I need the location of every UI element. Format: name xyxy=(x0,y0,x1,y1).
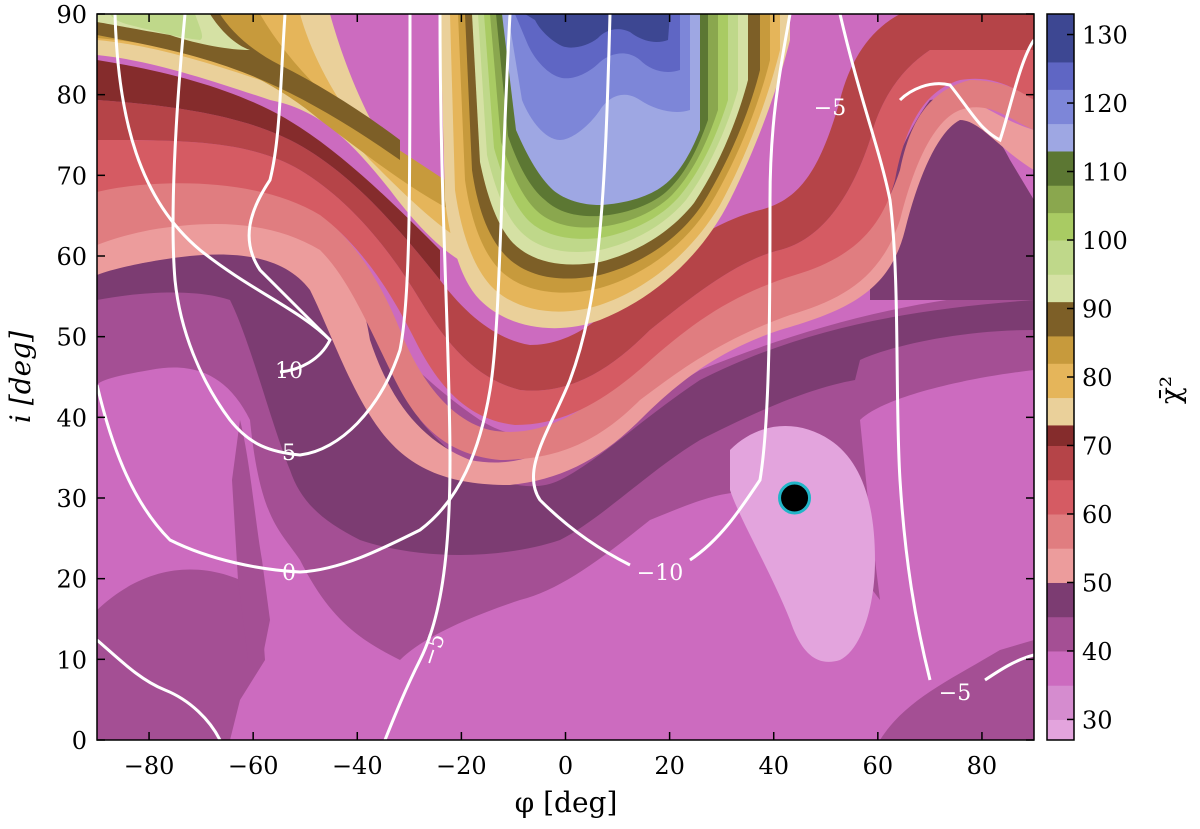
contour-line-minus5-topright xyxy=(898,39,1034,143)
region-maroon xyxy=(97,60,440,280)
colorbar-swatch-8 xyxy=(1047,445,1074,481)
region-green-ul xyxy=(110,14,203,40)
contour-line-10 xyxy=(113,14,332,374)
colorbar-tick-label-6: 90 xyxy=(1082,296,1113,324)
contour-line-minus5-right xyxy=(838,14,932,681)
colorbar-swatch-7 xyxy=(1047,479,1074,515)
region-light-pink xyxy=(97,100,1034,485)
colorbar-swatch-18 xyxy=(1047,150,1074,186)
contour-line-0 xyxy=(97,14,512,574)
x-axis: −80 −60 −40 −20 0 20 40 60 80 xyxy=(124,14,997,780)
y-tick-label-9: 90 xyxy=(56,1,87,29)
contour-lines xyxy=(97,14,1034,740)
colorbar-tick-label-10: 130 xyxy=(1082,22,1128,50)
y-tick-label-6: 60 xyxy=(56,243,87,271)
colorbar-swatch-9 xyxy=(1047,424,1074,446)
colorbar-tick-label-2: 50 xyxy=(1082,569,1113,597)
y-tick-label-4: 40 xyxy=(56,404,87,432)
best-fit-marker xyxy=(778,481,812,515)
colorbar-swatch-4 xyxy=(1047,582,1074,618)
region-red xyxy=(97,50,1034,425)
x-tick-label-4: 0 xyxy=(558,752,573,780)
colorbar-tick-label-4: 70 xyxy=(1082,432,1113,460)
region-lower-left-dark xyxy=(97,569,265,740)
region-lower-right-dark xyxy=(880,640,1034,740)
region-best-fit-light xyxy=(730,426,875,662)
colorbar-tick-label-9: 120 xyxy=(1082,90,1128,118)
colorbar-tick-label-8: 110 xyxy=(1082,159,1128,187)
colorbar-swatch-0 xyxy=(1047,719,1074,741)
colorbar-swatch-17 xyxy=(1047,185,1074,214)
contour-label-minus10: −10 xyxy=(637,561,683,586)
contour-line-bottom-left xyxy=(97,638,222,740)
y-tick-label-2: 20 xyxy=(56,566,87,594)
region-u-navy xyxy=(525,14,670,48)
colorbar-title: χ̄² xyxy=(1154,376,1187,404)
contour-line-minus5-br xyxy=(984,653,1034,682)
colorbar-ticks: 30 40 50 60 70 80 90 100 110 120 130 xyxy=(1067,22,1128,734)
y-tick-label-1: 10 xyxy=(56,646,87,674)
colorbar-swatch-15 xyxy=(1047,240,1074,275)
colorbar xyxy=(1047,14,1074,741)
x-tick-label-2: −40 xyxy=(332,752,383,780)
contour-label-10: 10 xyxy=(275,359,303,384)
region-stripe-dark xyxy=(232,420,270,660)
colorbar-swatch-11 xyxy=(1047,363,1074,399)
heatmap-field xyxy=(97,14,1034,740)
colorbar-swatch-21 xyxy=(1047,61,1074,90)
colorbar-swatch-13 xyxy=(1047,301,1074,337)
contour-line-minus10 xyxy=(531,14,792,567)
colorbar-tick-label-0: 30 xyxy=(1082,706,1113,734)
colorbar-tick-label-1: 40 xyxy=(1082,638,1113,666)
x-tick-label-5: 20 xyxy=(654,752,685,780)
colorbar-tick-label-3: 60 xyxy=(1082,501,1113,529)
colorbar-swatch-1 xyxy=(1047,685,1074,720)
y-tick-label-8: 80 xyxy=(56,82,87,110)
contour-line-10b xyxy=(247,14,332,342)
region-salmon xyxy=(97,80,1034,460)
colorbar-swatch-5 xyxy=(1047,548,1074,583)
colorbar-swatch-2 xyxy=(1047,650,1074,686)
colorbar-swatch-22 xyxy=(1047,14,1074,63)
colorbar-swatch-6 xyxy=(1047,513,1074,549)
colorbar-swatch-3 xyxy=(1047,616,1074,652)
colorbar-swatch-20 xyxy=(1047,89,1074,125)
colorbar-swatch-14 xyxy=(1047,274,1074,303)
colorbar-swatch-10 xyxy=(1047,397,1074,426)
colorbar-tick-label-7: 100 xyxy=(1082,227,1128,255)
y-tick-label-3: 30 xyxy=(56,485,87,513)
contour-label-minus5-c: −5 xyxy=(939,681,971,706)
x-tick-label-6: 40 xyxy=(758,752,789,780)
contour-line-minus5-left xyxy=(383,14,452,740)
y-axis-title: i [deg] xyxy=(4,331,37,423)
colorbar-swatch-19 xyxy=(1047,123,1074,152)
contour-label-0: 0 xyxy=(282,561,296,586)
y-tick-label-0: 0 xyxy=(72,727,87,755)
contour-label-minus5-b: −5 xyxy=(814,96,846,121)
x-tick-label-7: 60 xyxy=(863,752,894,780)
colorbar-tick-label-5: 80 xyxy=(1082,364,1113,392)
y-tick-label-5: 50 xyxy=(56,324,87,352)
region-olive-brown xyxy=(97,14,400,160)
x-tick-label-3: −20 xyxy=(436,752,487,780)
x-tick-label-0: −80 xyxy=(124,752,175,780)
x-axis-title: φ [deg] xyxy=(515,786,618,819)
x-tick-label-1: −60 xyxy=(228,752,279,780)
colorbar-swatch-12 xyxy=(1047,335,1074,364)
contour-line-5 xyxy=(171,14,412,457)
contour-label-5: 5 xyxy=(282,441,296,466)
y-tick-label-7: 70 xyxy=(56,162,87,190)
colorbar-swatch-16 xyxy=(1047,212,1074,241)
colorbar-frame xyxy=(1046,13,1075,741)
x-tick-label-8: 80 xyxy=(967,752,998,780)
